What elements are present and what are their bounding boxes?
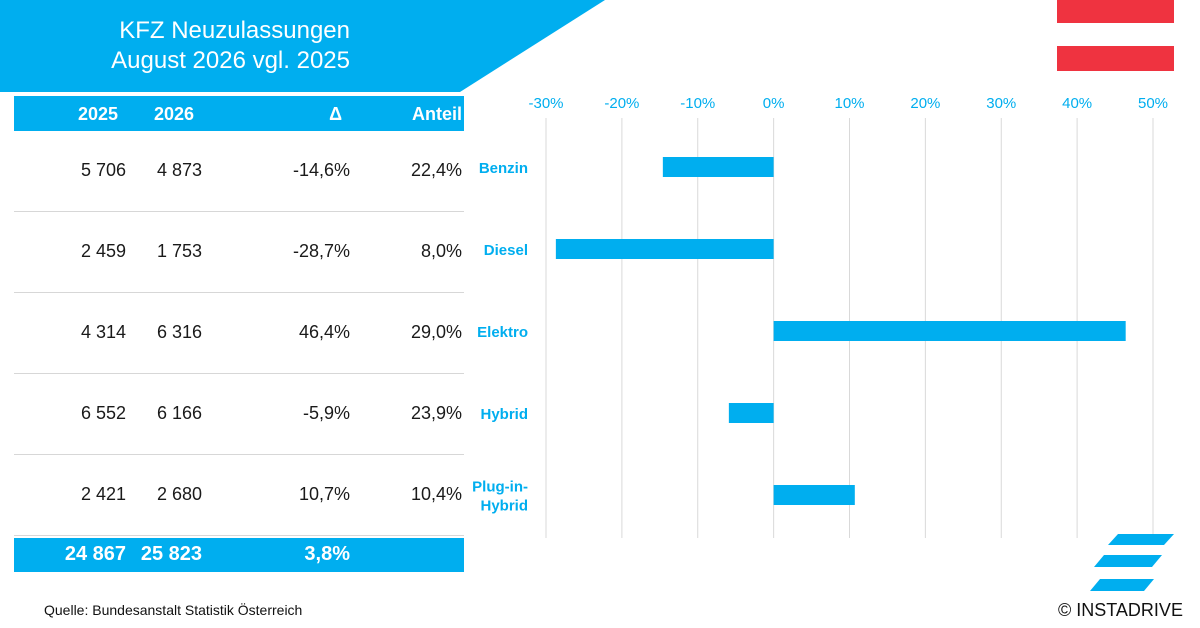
cell-2026: 6 316 <box>156 322 202 342</box>
header-delta: Δ <box>329 104 342 124</box>
title-line-1: KFZ Neuzulassungen <box>119 17 350 44</box>
x-tick-label: -10% <box>680 95 715 112</box>
bar <box>728 403 774 423</box>
header-2025: 2025 <box>77 104 118 124</box>
category-label: Elektro <box>477 324 528 341</box>
table-header: 2025 2026 Δ Anteil <box>14 96 464 131</box>
cell-2025: 2 459 <box>80 241 126 261</box>
table-row: 5 706 4 873 -14,6% 22,4% <box>14 131 464 212</box>
table-row: 4 314 6 316 46,4% 29,0% <box>14 293 464 374</box>
title-banner: KFZ Neuzulassungen August 2026 vgl. 2025 <box>0 0 605 92</box>
cell-delta: -5,9% <box>302 403 350 423</box>
cell-delta: -28,7% <box>292 241 350 261</box>
cell-share: 29,0% <box>410 322 462 342</box>
table-row: 6 552 6 166 -5,9% 23,9% <box>14 374 464 455</box>
bar <box>555 239 774 259</box>
cell-share: 10,4% <box>410 484 462 504</box>
table-row: 2 459 1 753 -28,7% 8,0% <box>14 212 464 293</box>
category-label: Benzin <box>479 160 528 177</box>
header-2026: 2026 <box>153 104 194 124</box>
data-table: 2025 2026 Δ Anteil 5 706 4 873 -14,6% 22… <box>14 96 464 572</box>
bar <box>662 157 774 177</box>
category-label: Plug-in- <box>472 479 528 496</box>
bar <box>773 321 1126 341</box>
cell-share: 22,4% <box>410 160 462 180</box>
instadrive-logo-icon <box>1090 534 1174 591</box>
cell-delta: 46,4% <box>298 322 350 342</box>
total-2026: 25 823 <box>140 543 202 565</box>
cell-2025: 6 552 <box>80 403 126 423</box>
x-tick-label: 20% <box>910 95 940 112</box>
table-row: 2 421 2 680 10,7% 10,4% <box>14 455 464 536</box>
cell-2025: 4 314 <box>80 322 126 342</box>
cell-share: 23,9% <box>410 403 462 423</box>
copyright: © INSTADRIVE <box>1058 600 1183 620</box>
source-footnote: Quelle: Bundesanstalt Statistik Österrei… <box>44 602 303 618</box>
title-line-2: August 2026 vgl. 2025 <box>111 47 350 74</box>
x-tick-label: 0% <box>763 95 785 112</box>
cell-2026: 6 166 <box>156 403 202 423</box>
header-share: Anteil <box>411 104 462 124</box>
x-tick-label: -30% <box>528 95 563 112</box>
x-tick-label: 40% <box>1062 95 1092 112</box>
total-delta: 3,8% <box>304 543 350 565</box>
cell-delta: 10,7% <box>298 484 350 504</box>
cell-2026: 2 680 <box>156 484 202 504</box>
x-tick-label: -20% <box>604 95 639 112</box>
title-banner-shape <box>0 0 605 92</box>
bar <box>773 485 855 505</box>
cell-share: 8,0% <box>420 241 462 261</box>
cell-2026: 1 753 <box>156 241 202 261</box>
cell-2025: 5 706 <box>80 160 126 180</box>
chart-title: KFZ Neuzulassungen August 2026 vgl. 2025 <box>0 16 350 76</box>
x-tick-label: 10% <box>834 95 864 112</box>
cell-2026: 4 873 <box>156 160 202 180</box>
table-total-row: 24 867 25 823 3,8% <box>14 538 464 572</box>
x-tick-label: 30% <box>986 95 1016 112</box>
category-label: Hybrid <box>480 498 528 515</box>
x-tick-label: 50% <box>1138 95 1168 112</box>
category-label: Diesel <box>484 242 528 259</box>
cell-2025: 2 421 <box>80 484 126 504</box>
austria-flag-top-stripe <box>1057 0 1174 23</box>
category-label: Hybrid <box>480 406 528 423</box>
cell-delta: -14,6% <box>292 160 350 180</box>
total-2025: 24 867 <box>64 543 126 565</box>
austria-flag-bottom-stripe <box>1057 46 1174 71</box>
